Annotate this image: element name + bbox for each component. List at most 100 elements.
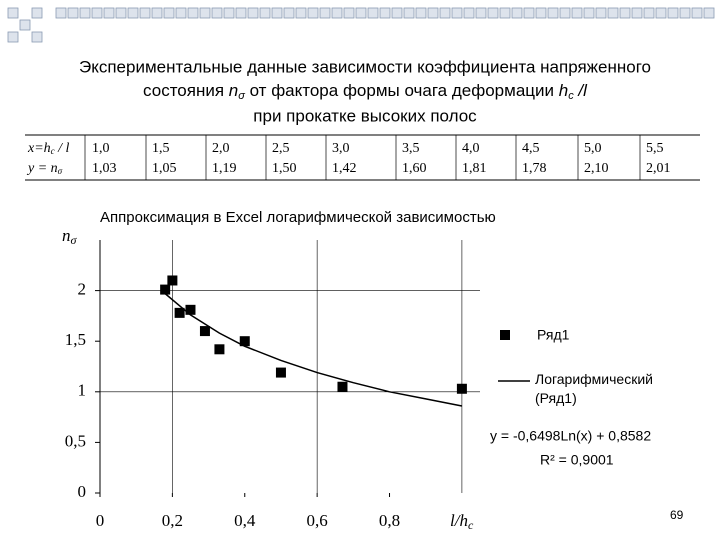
deco-square: [703, 7, 715, 19]
x-tick-label: 0,8: [379, 511, 400, 530]
deco-square: [475, 7, 487, 19]
table-cell: 5,0: [584, 141, 602, 156]
deco-square: [7, 31, 19, 43]
deco-square: [307, 7, 319, 19]
data-point: [167, 275, 178, 286]
y-axis-label: nσ: [62, 226, 78, 247]
trendline: [164, 293, 463, 407]
title-part: состояния: [143, 81, 229, 100]
row-label-part: σ: [58, 166, 63, 176]
title-part: c: [568, 90, 574, 102]
deco-square: [31, 31, 43, 43]
table-cell: 2,01: [646, 161, 671, 176]
deco-square: [367, 7, 379, 19]
deco-square: [115, 7, 127, 19]
table-cell: 2,5: [272, 141, 290, 156]
deco-square: [355, 7, 367, 19]
deco-square: [595, 7, 607, 19]
chart-subtitle: Аппроксимация в Excel логарифмической за…: [100, 209, 496, 226]
row-label-part: / l: [55, 141, 70, 156]
deco-square: [271, 7, 283, 19]
legend-label: Ряд1: [537, 327, 570, 343]
row-label: y = nσ: [26, 161, 63, 176]
deco-square: [67, 7, 79, 19]
data-point: [199, 326, 210, 337]
row-label-part: c: [51, 146, 55, 156]
deco-square: [295, 7, 307, 19]
title-line: при прокатке высоких полос: [253, 106, 477, 125]
title-part: от фактора формы очага деформации: [245, 81, 559, 100]
deco-square: [679, 7, 691, 19]
deco-square: [343, 7, 355, 19]
deco-square: [439, 7, 451, 19]
legend-label: Логарифмический (Ряд1): [535, 371, 653, 406]
table-cell: 1,42: [332, 161, 357, 176]
deco-square: [571, 7, 583, 19]
y-axis-label-part: n: [62, 226, 71, 245]
data-table: x=hc / l 1,0 1,5 2,0 2,5 3,0 3,5 4,0 4,5 5,0 5,5 y …: [25, 134, 700, 181]
deco-square: [259, 7, 271, 19]
deco-square: [283, 7, 295, 19]
legend-marker: [500, 330, 510, 340]
deco-square: [211, 7, 223, 19]
data-point: [456, 383, 467, 394]
deco-square: [499, 7, 511, 19]
table-cell: 1,50: [272, 161, 297, 176]
deco-square: [487, 7, 499, 19]
table-cell: 2,10: [584, 161, 609, 176]
deco-square: [331, 7, 343, 19]
data-point: [185, 304, 196, 315]
table-cell: 1,5: [152, 141, 170, 156]
deco-square: [535, 7, 547, 19]
deco-square: [7, 7, 19, 19]
x-axis-label-part: c: [468, 518, 474, 532]
deco-square: [199, 7, 211, 19]
y-tick-label: 0: [78, 482, 87, 501]
deco-square: [403, 7, 415, 19]
title-line: Экспериментальные данные зависимости коэ…: [79, 57, 651, 76]
x-tick-label: 0: [96, 511, 105, 530]
deco-square: [319, 7, 331, 19]
table-cell: 1,19: [212, 161, 237, 176]
table-cell: 1,0: [92, 141, 110, 156]
table-cell: 3,5: [402, 141, 420, 156]
deco-square: [451, 7, 463, 19]
table-cell: 1,81: [462, 161, 487, 176]
table-cell: 3,0: [332, 141, 350, 156]
y-axis-label-part: σ: [71, 233, 78, 247]
deco-square: [391, 7, 403, 19]
deco-square: [559, 7, 571, 19]
deco-square: [55, 7, 67, 19]
title-line: состояния nσ от фактора формы очага дефо…: [143, 81, 588, 101]
deco-square: [187, 7, 199, 19]
data-point: [160, 284, 171, 295]
data-point: [239, 336, 250, 347]
x-tick-label: 0,2: [162, 511, 183, 530]
data-point: [174, 307, 185, 318]
title-part: n: [229, 81, 238, 100]
x-axis-label: l/hc: [450, 511, 474, 532]
deco-square: [631, 7, 643, 19]
title-part: h: [559, 81, 568, 100]
data-point: [337, 381, 348, 392]
table-cell: 1,03: [92, 161, 117, 176]
x-tick-label: 0,4: [234, 511, 256, 530]
chart: 0 0,5 1 1,5 2 0 0,2 0,4 0,6 0,8 l/hc nσ: [62, 226, 480, 532]
x-tick-label: 0,6: [307, 511, 328, 530]
table-cell: 1,05: [152, 161, 177, 176]
deco-square: [655, 7, 667, 19]
deco-square: [463, 7, 475, 19]
page-number: 69: [670, 508, 684, 522]
row-label-part: y = n: [26, 161, 58, 176]
deco-square: [511, 7, 523, 19]
deco-square: [175, 7, 187, 19]
deco-square: [235, 7, 247, 19]
title-part: σ: [238, 90, 245, 102]
deco-square: [91, 7, 103, 19]
deco-square: [223, 7, 235, 19]
title-part: /l: [574, 81, 588, 100]
deco-square: [127, 7, 139, 19]
table-cell: 4,0: [462, 141, 480, 156]
deco-square: [643, 7, 655, 19]
